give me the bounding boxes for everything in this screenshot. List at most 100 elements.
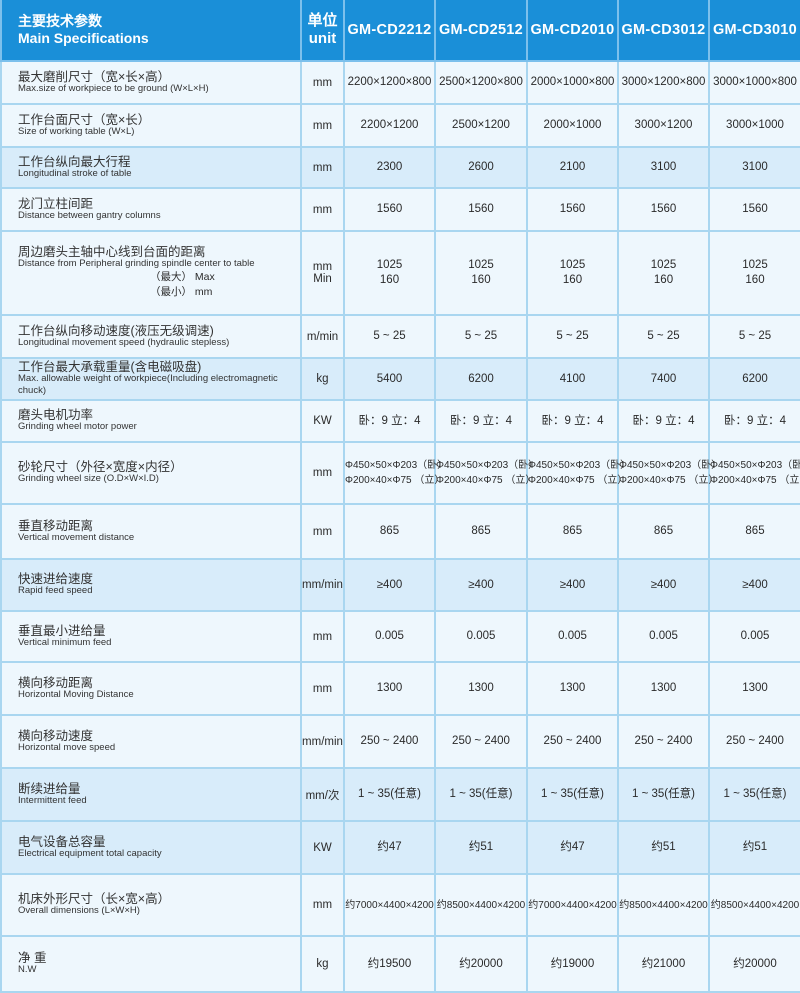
value-cell: 865	[526, 503, 619, 560]
label-cn: 断续进给量	[18, 781, 81, 796]
value-cell: 1560	[434, 187, 528, 232]
value-line: 6200	[742, 372, 768, 385]
label-en: Vertical minimum feed	[18, 636, 112, 648]
value-cell: 1 ~ 35(任意)	[708, 767, 800, 822]
value-cell: 865	[708, 503, 800, 560]
value-line: 1 ~ 35(任意)	[541, 788, 604, 800]
unit-line: KW	[313, 841, 332, 854]
label-en: Longitudinal movement speed (hydraulic s…	[18, 336, 230, 348]
label-en: Electrical equipment total capacity	[18, 847, 162, 859]
value-line: 1560	[650, 203, 677, 215]
value-line: 865	[471, 525, 491, 537]
value-line: 1025	[559, 259, 586, 271]
value-line: Φ450×50×Φ203（卧）	[436, 460, 539, 471]
unit-line: mm	[312, 161, 333, 174]
value-line: 1300	[376, 682, 403, 694]
value-line: 约47	[377, 841, 402, 853]
value-cell: 865	[617, 503, 710, 560]
value-line: ≥400	[376, 578, 403, 591]
label-en: Overall dimensions (L×W×H)	[18, 905, 140, 916]
value-cell: 865	[434, 503, 528, 560]
value-line: 1560	[742, 203, 768, 215]
value-cell: 卧：9 立：4	[708, 399, 800, 443]
value-cell: 3000×1000	[708, 103, 800, 148]
value-line: 卧：9 立：4	[724, 414, 786, 427]
row-unit: kg	[300, 935, 345, 993]
value-cell: 1025 160	[708, 230, 800, 316]
value-line: 0.005	[649, 630, 678, 642]
row-label: 周边磨头主轴中心线到台面的距离 Distance from Peripheral …	[0, 230, 302, 316]
table-row: 快速进给速度 Rapid feed speed mm/min ≥400 ≥400 ≥400…	[0, 558, 800, 612]
value-line: 5 ~ 25	[373, 330, 406, 342]
value-line: 约21000	[641, 957, 686, 970]
row-unit: mm	[300, 187, 345, 232]
value-cell: ≥400	[617, 558, 710, 612]
unit-header: 单位 unit	[300, 0, 345, 62]
value-line: 卧：9 立：4	[358, 414, 421, 427]
value-line: 约7000×4400×4200	[345, 899, 434, 911]
value-line: 3100	[742, 161, 768, 173]
value-line: 2500×1200×800	[439, 76, 523, 88]
unit-header-en: unit	[308, 30, 337, 47]
value-line: 约8500×4400×4200	[710, 899, 800, 911]
row-unit: m/min	[300, 314, 345, 359]
value-line: 约47	[560, 841, 585, 853]
unit-line: mm	[312, 76, 333, 89]
value-cell: Φ450×50×Φ203（卧） Φ200×40×Φ75 （立）	[708, 441, 800, 505]
value-cell: 约21000	[617, 935, 710, 993]
value-line: 0.005	[375, 630, 404, 642]
value-line: 3000×1200×800	[621, 76, 706, 88]
row-unit: mm	[300, 60, 345, 105]
value-line: ≥400	[468, 578, 494, 591]
value-cell: 2500×1200	[434, 103, 528, 148]
value-line: 2100	[559, 161, 586, 173]
table-row: 工作台纵向最大行程 Longitudinal stroke of table mm 2…	[0, 146, 800, 189]
value-cell: 卧：9 立：4	[343, 399, 436, 443]
value-line: 1300	[559, 682, 586, 694]
table-row: 磨头电机功率 Grinding wheel motor power KW 卧：9 立：…	[0, 399, 800, 443]
row-label: 断续进给量 Intermittent feed	[0, 767, 302, 822]
row-label: 快速进给速度 Rapid feed speed	[0, 558, 302, 612]
value-cell: 1 ~ 35(任意)	[343, 767, 436, 822]
value-line: 160	[562, 274, 583, 286]
value-line: Φ200×40×Φ75 （立）	[528, 475, 628, 486]
value-line: 2200×1200	[360, 119, 419, 131]
value-cell: 5 ~ 25	[526, 314, 619, 359]
value-line: 1560	[376, 203, 403, 215]
value-line: 卧：9 立：4	[450, 414, 512, 427]
unit-line: KW	[313, 415, 332, 427]
value-cell: 1300	[343, 661, 436, 716]
label-cn: 工作台纵向移动速度(液压无级调速)	[18, 323, 214, 338]
unit-line: mm	[312, 119, 333, 132]
value-cell: 5 ~ 25	[434, 314, 528, 359]
label-cn: 最大磨削尺寸（宽×长×高）	[18, 69, 171, 84]
value-cell: 1025 160	[617, 230, 710, 316]
unit-header-cn: 单位	[307, 12, 338, 29]
value-cell: 1 ~ 35(任意)	[434, 767, 528, 822]
table-row: 周边磨头主轴中心线到台面的距离 Distance from Peripheral …	[0, 230, 800, 316]
unit-line: Min	[313, 273, 332, 285]
value-line: 0.005	[740, 630, 770, 642]
value-cell: 2500×1200×800	[434, 60, 528, 105]
value-cell: 1 ~ 35(任意)	[617, 767, 710, 822]
table-row: 横向移动距离 Horizontal Moving Distance mm 1300 13…	[0, 661, 800, 716]
row-unit: mm	[300, 873, 345, 937]
value-line: Φ200×40×Φ75 （立）	[436, 475, 536, 486]
row-unit: mm Min	[300, 230, 345, 316]
value-cell: 1560	[708, 187, 800, 232]
value-cell: ≥400	[343, 558, 436, 612]
value-cell: 1300	[708, 661, 800, 716]
header-row: 主要技术参数 Main Specifications 单位 unit GM-CD…	[0, 0, 800, 62]
table-row: 龙门立柱间距 Distance between gantry columns mm 1…	[0, 187, 800, 232]
label-en: Vertical movement distance	[18, 531, 135, 543]
value-line: Φ450×50×Φ203（卧）	[345, 460, 448, 471]
value-cell: 5 ~ 25	[343, 314, 436, 359]
value-cell: 约19000	[526, 935, 619, 993]
row-label: 磨头电机功率 Grinding wheel motor power	[0, 399, 302, 443]
value-line: 2500×1200	[452, 119, 510, 131]
value-cell: 4100	[526, 357, 619, 401]
value-line: 250 ~ 2400	[634, 735, 693, 747]
value-cell: 2200×1200	[343, 103, 436, 148]
value-line: 5 ~ 25	[647, 330, 680, 342]
